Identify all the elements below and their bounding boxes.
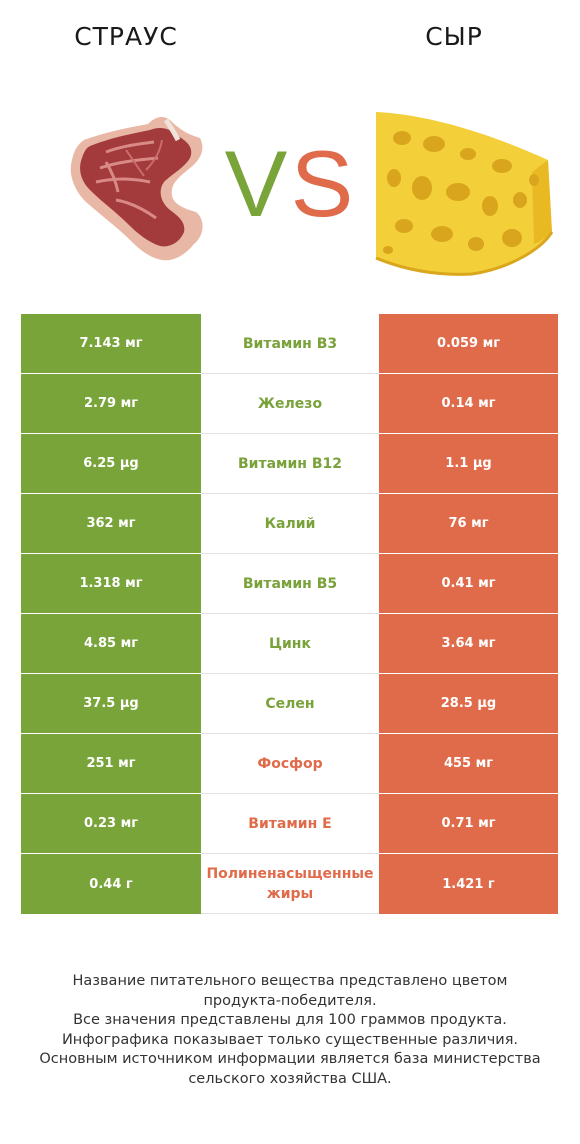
right-value: 455 мг bbox=[379, 734, 558, 793]
footer-line: Название питательного вещества представл… bbox=[72, 973, 508, 989]
table-row: 362 мг Калий 76 мг bbox=[21, 494, 558, 554]
nutrient-name: Цинк bbox=[201, 614, 379, 674]
right-value: 76 мг bbox=[379, 494, 558, 553]
left-value: 362 мг bbox=[21, 494, 201, 553]
footer-line: Инфографика показывает только существенн… bbox=[61, 1031, 519, 1048]
right-value: 28.5 µg bbox=[379, 674, 558, 733]
table-row: 4.85 мг Цинк 3.64 мг bbox=[21, 614, 558, 674]
meat-image bbox=[70, 117, 203, 261]
left-value: 1.318 мг bbox=[21, 554, 201, 613]
table-row: 251 мг Фосфор 455 мг bbox=[21, 734, 558, 794]
left-value: 2.79 мг bbox=[21, 374, 201, 433]
right-value: 3.64 мг bbox=[379, 614, 558, 673]
nutrient-name: Витамин B3 bbox=[201, 314, 379, 374]
nutrient-name: Витамин E bbox=[201, 794, 379, 854]
table-row: 0.23 мг Витамин E 0.71 мг bbox=[21, 794, 558, 854]
right-value: 1.421 г bbox=[379, 854, 558, 914]
table-row: 1.318 мг Витамин B5 0.41 мг bbox=[21, 554, 558, 614]
nutrient-name: Полиненасыщенные жиры bbox=[201, 854, 379, 914]
footer-line: Основным источником информации является … bbox=[39, 1051, 541, 1067]
nutrient-name: Витамин B5 bbox=[201, 554, 379, 614]
nutrient-name: Фосфор bbox=[201, 734, 379, 794]
left-value: 251 мг bbox=[21, 734, 201, 793]
left-value: 7.143 мг bbox=[21, 314, 201, 373]
footer-line: сельского хозяйства США. bbox=[188, 1070, 392, 1087]
right-value: 1.1 µg bbox=[379, 434, 558, 493]
footer-line: Все значения представлены для 100 граммо… bbox=[73, 1012, 507, 1028]
table-row: 7.143 мг Витамин B3 0.059 мг bbox=[21, 314, 558, 374]
right-value: 0.059 мг bbox=[379, 314, 558, 373]
nutrient-name: Витамин B12 bbox=[201, 434, 379, 494]
left-food-title: СТРАУС bbox=[74, 22, 178, 51]
left-value: 4.85 мг bbox=[21, 614, 201, 673]
right-value: 0.14 мг bbox=[379, 374, 558, 433]
right-value: 0.71 мг bbox=[379, 794, 558, 853]
left-value: 0.44 г bbox=[21, 854, 201, 914]
vs-label: V S bbox=[225, 131, 354, 228]
cheese-image bbox=[375, 112, 554, 276]
footer-line: продукта-победителя. bbox=[203, 992, 377, 1009]
left-value: 6.25 µg bbox=[21, 434, 201, 493]
nutrient-name: Калий bbox=[201, 494, 379, 554]
comparison-table: 7.143 мг Витамин B3 0.059 мг 2.79 мг Железо 0… bbox=[21, 314, 558, 914]
left-value: 37.5 µg bbox=[21, 674, 201, 733]
table-row: 0.44 г Полиненасыщенные жиры 1.421 г bbox=[21, 854, 558, 914]
table-row: 6.25 µg Витамин B12 1.1 µg bbox=[21, 434, 558, 494]
table-row: 37.5 µg Селен 28.5 µg bbox=[21, 674, 558, 734]
right-value: 0.41 мг bbox=[379, 554, 558, 613]
right-food-title: СЫР bbox=[425, 22, 483, 51]
vs-left-letter: V bbox=[225, 131, 288, 228]
vs-right-letter: S bbox=[291, 131, 354, 228]
left-value: 0.23 мг bbox=[21, 794, 201, 853]
footer-note: Название питательного вещества представл… bbox=[10, 972, 570, 1089]
nutrient-name: Селен bbox=[201, 674, 379, 734]
table-row: 2.79 мг Железо 0.14 мг bbox=[21, 374, 558, 434]
nutrient-name: Железо bbox=[201, 374, 379, 434]
